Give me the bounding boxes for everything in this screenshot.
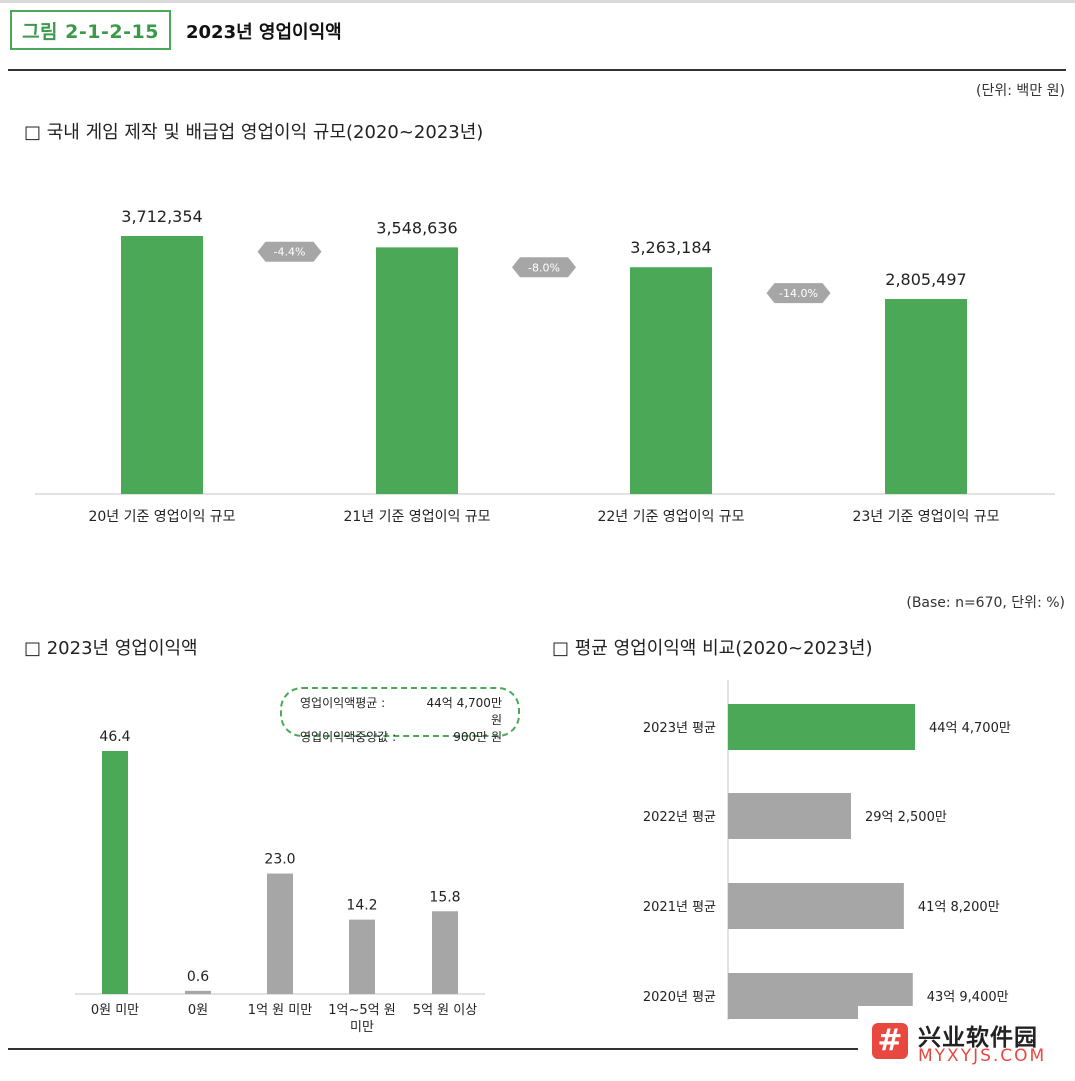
chart2-bar bbox=[267, 873, 293, 994]
change-label: -4.4% bbox=[274, 246, 306, 259]
hash-icon: # bbox=[872, 1023, 908, 1059]
mean-value: 44억 4,700만 원 bbox=[426, 696, 502, 727]
figure-title: 2023년 영업이익액 bbox=[186, 22, 342, 43]
chart1-bar bbox=[121, 236, 203, 494]
chart3-value-label: 43억 9,400만 bbox=[927, 990, 1009, 1005]
chart2-value-label: 0.6 bbox=[187, 969, 209, 985]
change-label: -8.0% bbox=[528, 261, 560, 274]
change-arrow bbox=[257, 241, 322, 262]
chart3-value-label: 44억 4,700만 bbox=[929, 721, 1011, 736]
chart2-category-label: 1억~5억 원 bbox=[328, 1003, 395, 1018]
chart2-bar bbox=[185, 990, 211, 994]
top-rule bbox=[0, 0, 1075, 3]
chart2-value-label: 46.4 bbox=[99, 729, 130, 745]
chart-2023-distribution: 46.4 0원 미만 0.6 0원 23.0 1억 원 미만 14.2 1억~5억 원미만 15… bbox=[75, 729, 485, 1035]
chart1-value-label: 3,712,354 bbox=[121, 207, 202, 226]
header-divider bbox=[8, 69, 1066, 71]
chart1-category-label: 23년 기준 영업이익 규모 bbox=[852, 509, 999, 525]
chart3-value-label: 41억 8,200만 bbox=[918, 900, 1000, 915]
chart3-bar bbox=[728, 704, 915, 750]
mean-label: 영업이익액평균 : bbox=[300, 696, 386, 710]
watermark-site: MYXYJS.COM bbox=[918, 1046, 1047, 1066]
watermark-name: 兴业软件园 bbox=[918, 1025, 1038, 1051]
change-arrow bbox=[512, 257, 576, 278]
chart3-category-label: 2020년 평균 bbox=[643, 990, 716, 1005]
median-label: 영업이익액중앙값 : bbox=[300, 730, 397, 744]
chart2-value-label: 23.0 bbox=[264, 852, 295, 868]
chart2-category-label: 1억 원 미만 bbox=[248, 1003, 312, 1018]
chart3-value-label: 29억 2,500만 bbox=[865, 810, 947, 825]
chart2-bar bbox=[102, 751, 128, 994]
chart2-category-label: 5억 원 이상 bbox=[413, 1003, 477, 1018]
chart2-value-label: 15.8 bbox=[429, 889, 460, 905]
figure-label: 그림 2-1-2-15 bbox=[10, 10, 171, 50]
chart-total-operating-profit: 3,712,354 20년 기준 영업이익 규모 3,548,636 21년 기준 영… bbox=[35, 207, 1055, 525]
chart1-bar bbox=[630, 267, 712, 494]
median-value: 900만 원 bbox=[453, 730, 502, 744]
change-label: -14.0% bbox=[779, 287, 818, 300]
chart2-category-label: 미만 bbox=[350, 1020, 374, 1035]
chart1-category-label: 21년 기준 영업이익 규모 bbox=[343, 509, 490, 525]
chart3-title: □ 평균 영업이익액 비교(2020~2023년) bbox=[552, 638, 873, 659]
chart1-bar bbox=[376, 247, 458, 494]
chart1-value-label: 3,548,636 bbox=[376, 218, 457, 237]
chart1-value-label: 3,263,184 bbox=[630, 238, 711, 257]
chart3-category-label: 2023년 평균 bbox=[643, 721, 716, 736]
chart1-value-label: 2,805,497 bbox=[885, 270, 966, 289]
summary-callout: 영업이익액평균 : 44억 4,700만 원 영업이익액중앙값 : 900만 원 bbox=[280, 687, 520, 744]
chart1-category-label: 22년 기준 영업이익 규모 bbox=[597, 509, 744, 525]
chart2-title: □ 2023년 영업이익액 bbox=[24, 638, 198, 659]
unit-label-top: (단위: 백만 원) bbox=[976, 83, 1065, 99]
chart3-bar bbox=[728, 793, 851, 839]
chart2-bar bbox=[432, 911, 458, 994]
chart3-bar bbox=[728, 883, 904, 929]
change-arrow bbox=[766, 283, 831, 304]
footer-divider bbox=[8, 1048, 1066, 1050]
chart2-value-label: 14.2 bbox=[346, 898, 377, 914]
chart2-category-label: 0원 미만 bbox=[91, 1003, 139, 1018]
chart-average-comparison: 2023년 평균 44억 4,700만 2022년 평균 29억 2,500만 2021… bbox=[643, 680, 1011, 1020]
chart3-category-label: 2021년 평균 bbox=[643, 900, 716, 915]
chart2-bar bbox=[349, 919, 375, 994]
watermark: # 兴业软件园 MYXYJS.COM bbox=[858, 1006, 1075, 1081]
chart1-category-label: 20년 기준 영업이익 규모 bbox=[88, 509, 235, 525]
chart1-title: □ 국내 게임 제작 및 배급업 영업이익 규모(2020~2023년) bbox=[24, 122, 484, 143]
chart2-category-label: 0원 bbox=[188, 1003, 208, 1018]
chart1-bar bbox=[885, 299, 967, 494]
chart3-category-label: 2022년 평균 bbox=[643, 810, 716, 825]
unit-label-bottom: (Base: n=670, 단위: %) bbox=[906, 595, 1065, 611]
